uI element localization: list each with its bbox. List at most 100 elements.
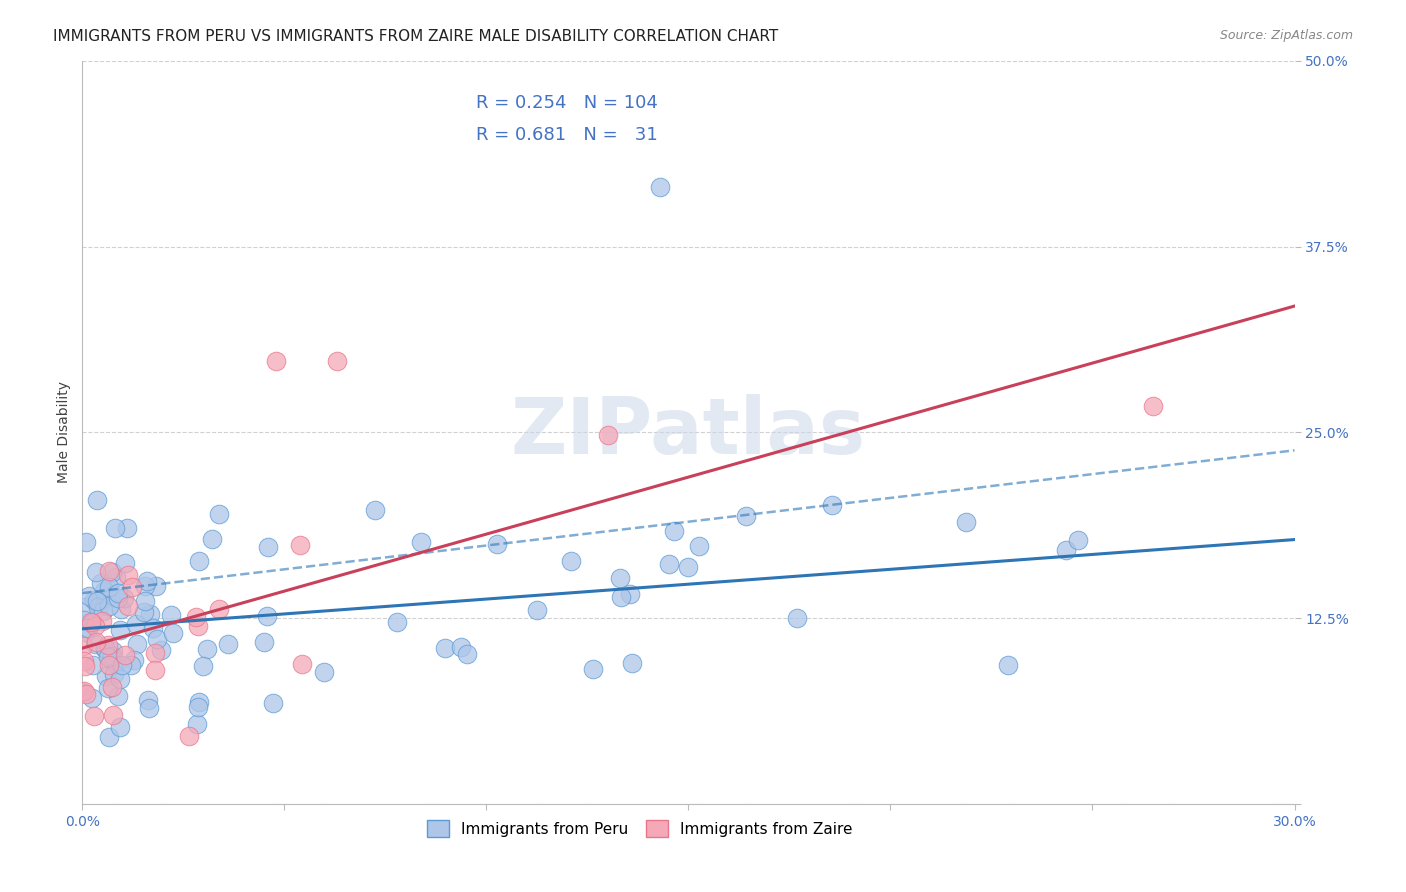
- Text: Source: ZipAtlas.com: Source: ZipAtlas.com: [1219, 29, 1353, 42]
- Point: [75, 687, 97, 701]
- Point: [72, 639, 94, 653]
- Point: [1066, 533, 1088, 547]
- Point: [90, 576, 112, 591]
- Point: [609, 571, 631, 585]
- Point: [688, 539, 710, 553]
- Point: [97, 681, 120, 695]
- Point: [117, 599, 139, 614]
- Point: [150, 642, 173, 657]
- Point: [162, 626, 184, 640]
- Point: [1142, 399, 1164, 413]
- Point: [184, 609, 207, 624]
- Point: [262, 696, 284, 710]
- Point: [80, 616, 103, 631]
- Point: [98, 599, 121, 613]
- Text: R = 0.681   N =   31: R = 0.681 N = 31: [477, 126, 658, 144]
- Point: [676, 560, 699, 574]
- Point: [134, 579, 156, 593]
- Point: [187, 700, 209, 714]
- Point: [72, 613, 94, 627]
- Point: [94, 642, 117, 657]
- Point: [98, 589, 121, 603]
- Point: [75, 624, 97, 639]
- Point: [143, 663, 166, 677]
- Point: [409, 535, 432, 549]
- Point: [997, 658, 1019, 673]
- Point: [101, 708, 124, 723]
- Point: [115, 521, 138, 535]
- Point: [456, 647, 478, 661]
- Point: [73, 684, 96, 698]
- Point: [107, 689, 129, 703]
- Point: [93, 640, 115, 655]
- Point: [93, 584, 115, 599]
- Point: [596, 428, 619, 442]
- Point: [257, 540, 280, 554]
- Point: [256, 608, 278, 623]
- Point: [434, 640, 457, 655]
- Point: [132, 606, 155, 620]
- Point: [87, 600, 110, 615]
- Point: [526, 603, 548, 617]
- Point: [86, 594, 108, 608]
- Legend: Immigrants from Peru, Immigrants from Zaire: Immigrants from Peru, Immigrants from Za…: [419, 812, 860, 845]
- Point: [77, 590, 100, 604]
- Point: [97, 564, 120, 578]
- Point: [84, 634, 107, 648]
- Point: [621, 656, 644, 670]
- Point: [187, 618, 209, 632]
- Point: [138, 607, 160, 621]
- Point: [217, 637, 239, 651]
- Point: [125, 616, 148, 631]
- Point: [121, 580, 143, 594]
- Point: [657, 557, 679, 571]
- Text: IMMIGRANTS FROM PERU VS IMMIGRANTS FROM ZAIRE MALE DISABILITY CORRELATION CHART: IMMIGRANTS FROM PERU VS IMMIGRANTS FROM …: [53, 29, 779, 44]
- Point: [76, 621, 98, 635]
- Point: [314, 665, 336, 679]
- Point: [486, 537, 509, 551]
- Point: [326, 354, 349, 368]
- Point: [100, 565, 122, 579]
- Point: [120, 658, 142, 673]
- Point: [73, 654, 96, 668]
- Point: [104, 521, 127, 535]
- Point: [97, 639, 120, 653]
- Point: [72, 685, 94, 699]
- Point: [108, 721, 131, 735]
- Point: [264, 354, 287, 368]
- Point: [1054, 542, 1077, 557]
- Point: [122, 653, 145, 667]
- Point: [364, 503, 387, 517]
- Point: [146, 632, 169, 646]
- Point: [107, 586, 129, 600]
- Point: [108, 624, 131, 638]
- Point: [735, 508, 758, 523]
- Point: [582, 662, 605, 676]
- Point: [619, 586, 641, 600]
- Point: [80, 691, 103, 706]
- Point: [143, 646, 166, 660]
- Point: [94, 669, 117, 683]
- Point: [97, 649, 120, 664]
- Point: [177, 729, 200, 743]
- Point: [97, 658, 120, 673]
- Point: [91, 614, 114, 628]
- Point: [83, 593, 105, 607]
- Point: [385, 615, 408, 629]
- Point: [104, 570, 127, 584]
- Point: [101, 648, 124, 663]
- Point: [107, 591, 129, 606]
- Point: [187, 553, 209, 567]
- Point: [662, 524, 685, 538]
- Point: [288, 538, 311, 552]
- Point: [650, 180, 672, 194]
- Point: [208, 507, 231, 521]
- Point: [112, 591, 135, 606]
- Point: [82, 657, 104, 672]
- Point: [101, 644, 124, 658]
- Point: [117, 568, 139, 582]
- Point: [821, 498, 844, 512]
- Point: [450, 640, 472, 654]
- Point: [136, 692, 159, 706]
- Point: [86, 566, 108, 580]
